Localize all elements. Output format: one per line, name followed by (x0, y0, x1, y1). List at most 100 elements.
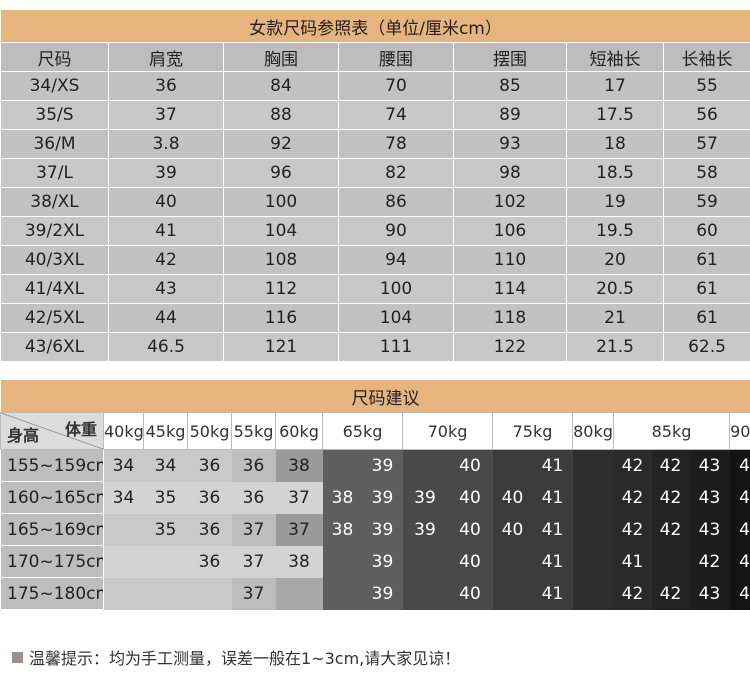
size-suggestion-cell: 43 (729, 513, 750, 546)
size-suggestion-cell: 36 (231, 449, 276, 482)
size-value-cell: 94 (338, 245, 454, 275)
size-value-cell: 43 (108, 274, 224, 304)
size-value-cell: 62.5 (662, 332, 750, 362)
size-label-cell: 38/XL (0, 187, 109, 217)
size-value-cell: 78 (338, 129, 454, 159)
size-value-cell: 60 (662, 216, 750, 246)
size-value-cell: 19.5 (566, 216, 664, 246)
size-suggestion-cell: 43 (689, 481, 730, 514)
size-value-cell: 112 (223, 274, 339, 304)
tip-square-icon (12, 651, 23, 663)
table-row: 38/XL 40 100 86 102 19 59 (0, 187, 750, 217)
size-value-cell: 85 (453, 71, 567, 101)
size-value-cell: 61 (662, 274, 750, 304)
size-header-cell: 胸围 (223, 42, 339, 72)
size-value-cell: 17 (566, 71, 664, 101)
size-suggestion-cell: 35 (143, 513, 188, 546)
size-value-cell: 82 (338, 158, 454, 188)
size-suggestion-cell (103, 513, 144, 546)
size-suggestion-cell (143, 545, 188, 578)
size-suggestion-cell (103, 577, 144, 610)
size-suggestion-cell: 39 (402, 513, 448, 546)
size-suggestion-cell: 42 (651, 577, 690, 610)
weight-header-cell: 65kg (322, 412, 403, 450)
height-label-cell: 160~165cm (0, 481, 104, 514)
size-suggestion-cell: 40 (447, 449, 493, 482)
size-label-cell: 43/6XL (0, 332, 109, 362)
size-suggestion-cell: 41 (532, 513, 573, 546)
size-suggestion-cell: 40 (447, 545, 493, 578)
size-value-cell: 20 (566, 245, 664, 275)
table-row: 155~159cm343436363839404142424343 (0, 449, 750, 482)
size-suggestion-cell: 40 (447, 481, 493, 514)
table-row: 160~165cm343536363738393940404142424343 (0, 481, 750, 514)
size-suggestion-cell: 37 (275, 513, 323, 546)
size-value-cell: 42 (108, 245, 224, 275)
table-row: 41/4XL 43 112 100 114 20.5 61 (0, 274, 750, 304)
size-value-cell: 92 (223, 129, 339, 159)
size-value-cell: 104 (338, 303, 454, 333)
table-row: 40/3XL 42 108 94 110 20 61 (0, 245, 750, 275)
size-suggestion-cell: 40 (492, 513, 533, 546)
size-value-cell: 121 (223, 332, 339, 362)
size-suggestion-cell: 43 (729, 481, 750, 514)
rec-table-title: 尺码建议 (0, 380, 750, 413)
size-label-cell: 35/S (0, 100, 109, 130)
size-suggestion-cell (103, 545, 144, 578)
size-value-cell: 17.5 (566, 100, 664, 130)
table-row: 39/2XL 41 104 90 106 19.5 60 (0, 216, 750, 246)
size-value-cell: 102 (453, 187, 567, 217)
size-suggestion-cell: 36 (187, 513, 232, 546)
size-suggestion-cell (492, 577, 533, 610)
weight-header-cell: 90kg (729, 412, 750, 450)
size-suggestion-cell: 42 (689, 545, 730, 578)
table-row: 34/XS 36 84 70 85 17 55 (0, 71, 750, 101)
size-header-cell: 腰围 (338, 42, 454, 72)
size-recommendation-table: 尺码建议 体重 身高 40kg 45kg 50kg 55kg 60kg 65kg 70kg 7… (0, 380, 750, 610)
warm-tip: 温馨提示：均为手工测量，误差一般在1~3cm,请大家见谅！ (12, 645, 460, 669)
size-suggestion-cell: 37 (231, 577, 276, 610)
size-value-cell: 40 (108, 187, 224, 217)
size-table-header: 尺码 肩宽 胸围 腰围 摆围 短袖长 长袖长 (0, 42, 750, 72)
weight-header-cell: 40kg (103, 412, 144, 450)
size-suggestion-cell (187, 577, 232, 610)
tip-text: 温馨提示：均为手工测量，误差一般在1~3cm,请大家见谅！ (29, 649, 461, 668)
size-value-cell: 21.5 (566, 332, 664, 362)
size-suggestion-cell: 41 (532, 577, 573, 610)
size-suggestion-cell (275, 577, 323, 610)
size-suggestion-cell: 39 (362, 545, 403, 578)
size-suggestion-cell: 43 (729, 545, 750, 578)
size-suggestion-cell: 36 (187, 481, 232, 514)
size-header-cell: 短袖长 (566, 42, 664, 72)
size-suggestion-cell (322, 449, 363, 482)
table-row: 175~180cm3739404142424343 (0, 577, 750, 610)
size-value-cell: 56 (662, 100, 750, 130)
size-suggestion-cell (322, 545, 363, 578)
weight-header-cell: 55kg (231, 412, 276, 450)
size-value-cell: 57 (662, 129, 750, 159)
corner-cell: 体重 身高 (0, 412, 104, 450)
size-suggestion-cell (402, 577, 448, 610)
size-suggestion-cell (402, 449, 448, 482)
size-table-title: 女款尺码参照表（单位/厘米cm） (0, 10, 750, 43)
size-suggestion-cell: 43 (689, 449, 730, 482)
corner-diagonal (1, 413, 103, 449)
size-suggestion-cell: 40 (447, 577, 493, 610)
size-label-cell: 42/5XL (0, 303, 109, 333)
size-value-cell: 74 (338, 100, 454, 130)
height-label-cell: 170~175cm (0, 545, 104, 578)
size-label-cell: 41/4XL (0, 274, 109, 304)
size-suggestion-cell: 42 (613, 449, 652, 482)
size-suggestion-cell (492, 545, 533, 578)
weight-header-cell: 70kg (402, 412, 493, 450)
corner-height-label: 身高 (7, 426, 40, 445)
size-suggestion-cell: 38 (275, 545, 323, 578)
weight-header-cell: 80kg (572, 412, 614, 450)
size-suggestion-cell: 34 (143, 449, 188, 482)
weight-header-cell: 50kg (187, 412, 232, 450)
size-suggestion-cell: 37 (275, 481, 323, 514)
size-suggestion-cell: 34 (103, 481, 144, 514)
size-value-cell: 20.5 (566, 274, 664, 304)
size-value-cell: 61 (662, 303, 750, 333)
size-suggestion-cell (492, 449, 533, 482)
